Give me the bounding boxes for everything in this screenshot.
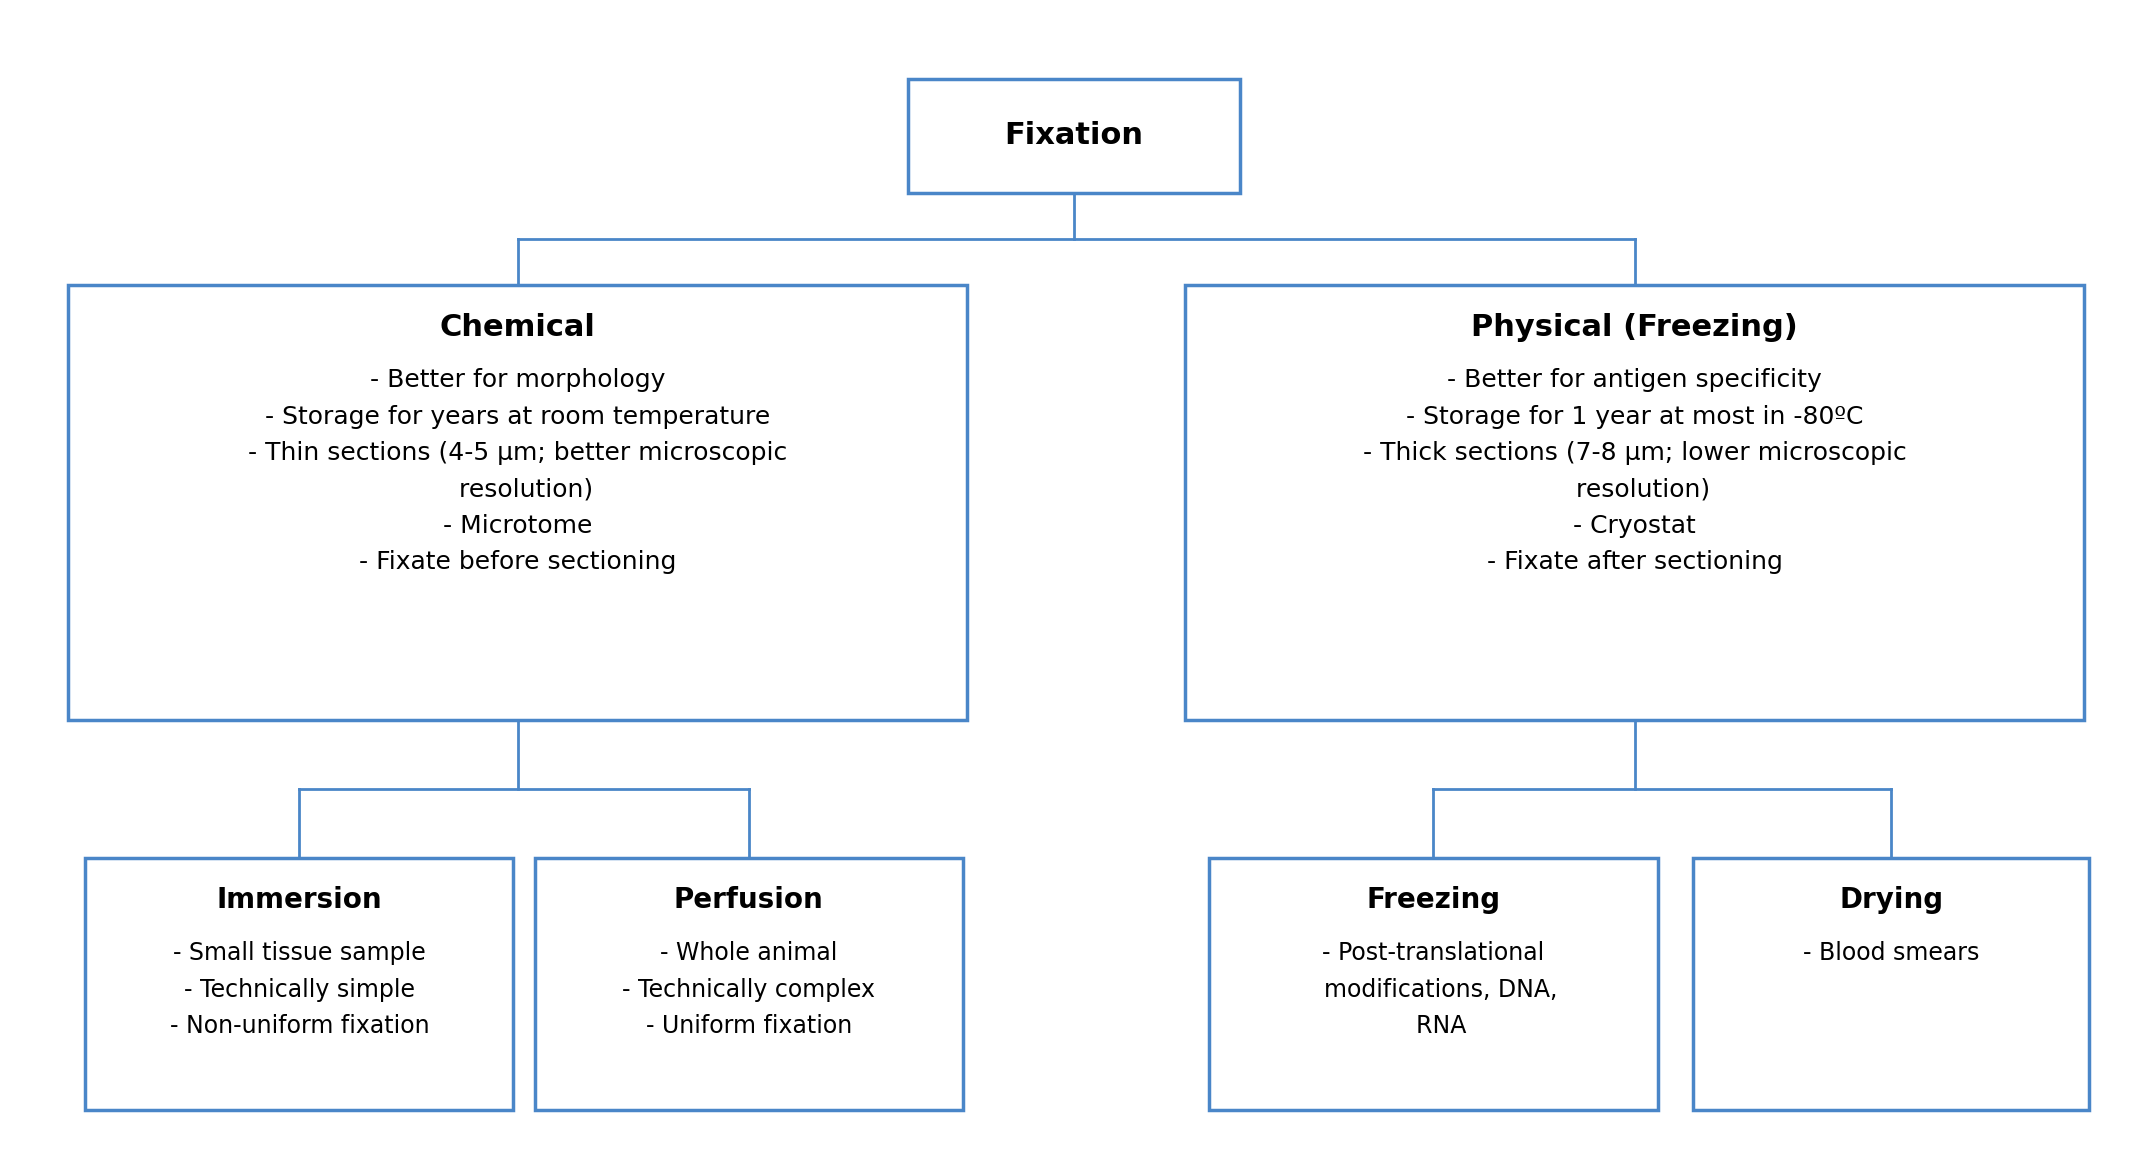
Text: Immersion: Immersion bbox=[217, 886, 382, 914]
Text: - Better for morphology
- Storage for years at room temperature
- Thin sections : - Better for morphology - Storage for ye… bbox=[247, 368, 788, 575]
Text: - Blood smears: - Blood smears bbox=[1802, 942, 1980, 966]
Text: Physical (Freezing): Physical (Freezing) bbox=[1471, 314, 1798, 343]
FancyBboxPatch shape bbox=[909, 78, 1239, 193]
Text: - Post-translational
  modifications, DNA,
  RNA: - Post-translational modifications, DNA,… bbox=[1310, 942, 1557, 1037]
Text: - Small tissue sample
- Technically simple
- Non-uniform fixation: - Small tissue sample - Technically simp… bbox=[170, 942, 430, 1037]
FancyBboxPatch shape bbox=[69, 285, 967, 720]
Text: - Better for antigen specificity
- Storage for 1 year at most in -80ºC
- Thick s: - Better for antigen specificity - Stora… bbox=[1362, 368, 1907, 575]
FancyBboxPatch shape bbox=[1186, 285, 2084, 720]
FancyBboxPatch shape bbox=[1209, 857, 1658, 1110]
Text: Chemical: Chemical bbox=[440, 314, 595, 343]
FancyBboxPatch shape bbox=[535, 857, 962, 1110]
Text: Perfusion: Perfusion bbox=[674, 886, 823, 914]
Text: Drying: Drying bbox=[1839, 886, 1944, 914]
Text: Fixation: Fixation bbox=[1005, 121, 1143, 150]
FancyBboxPatch shape bbox=[86, 857, 513, 1110]
FancyBboxPatch shape bbox=[1693, 857, 2090, 1110]
Text: Freezing: Freezing bbox=[1366, 886, 1501, 914]
Text: - Whole animal
- Technically complex
- Uniform fixation: - Whole animal - Technically complex - U… bbox=[623, 942, 874, 1037]
